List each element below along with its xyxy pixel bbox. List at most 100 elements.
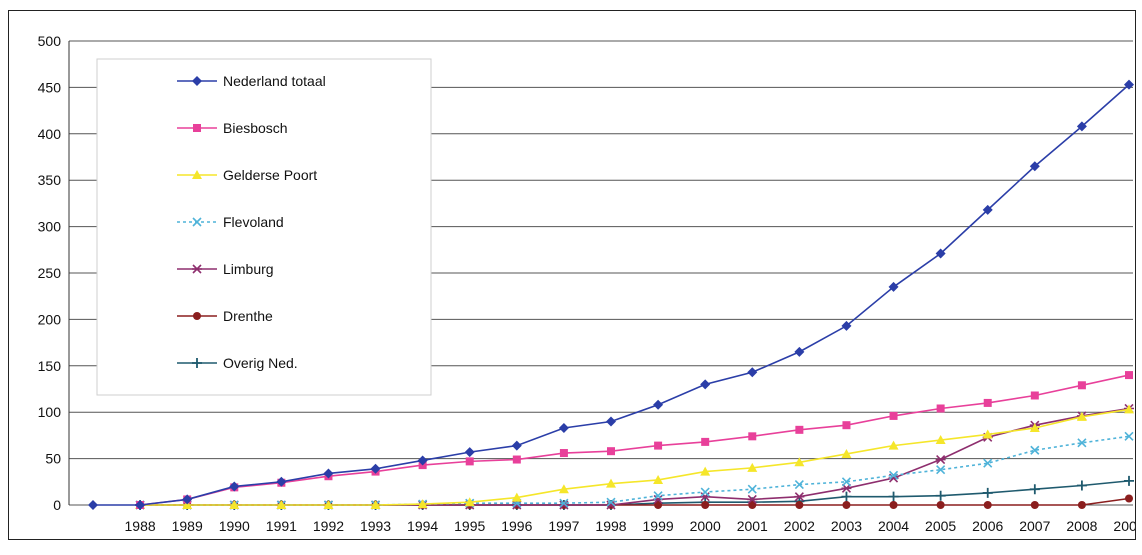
legend-item-overig-ned: Overig Ned. [177,355,298,371]
data-point [700,487,710,497]
legend-label: Gelderse Poort [223,167,317,183]
y-tick-label: 200 [38,311,62,327]
y-tick-label: 50 [45,451,61,467]
data-point [653,474,664,484]
data-point [1029,484,1040,495]
data-point [983,398,992,407]
series-line-flevoland [140,435,1130,506]
data-point [936,404,945,413]
data-point [701,501,710,509]
data-point [748,501,757,509]
data-point [888,470,899,480]
x-tick-label: 1988 [125,518,156,534]
x-tick-label: 1995 [454,518,485,534]
data-point [653,491,663,501]
x-tick-label: 1991 [266,518,297,534]
data-point [229,500,240,509]
data-point [795,501,804,509]
data-point [889,411,898,420]
series-line-overig-ned [140,480,1130,506]
legend-item-drenthe: Drenthe [177,308,273,324]
data-point [182,500,193,509]
data-point [606,416,616,427]
x-tick-label: 2008 [1066,518,1097,534]
x-axis-ticks: 1988 1989 1990 1991 1992 1993 1994 1995 1996 1997… [125,518,1135,534]
data-point [748,432,757,441]
x-tick-label: 1997 [548,518,579,534]
x-tick-label: 2005 [925,518,956,534]
x-tick-label: 2003 [831,518,862,534]
data-point [1076,411,1087,421]
data-point [701,437,710,446]
data-point [1030,501,1039,509]
x-tick-label: 1994 [407,518,438,534]
data-point [464,497,475,507]
data-point [982,204,993,215]
legend-marker [193,312,201,320]
x-tick-label: 1993 [360,518,391,534]
legend-item-limburg: Limburg [177,261,274,277]
data-point [1125,494,1133,503]
data-point [417,455,428,466]
series-line-gelderse-poort [140,408,1130,506]
data-point [276,476,287,487]
data-point [841,448,852,458]
data-point [982,487,993,498]
data-point [511,492,522,502]
data-point [1125,371,1133,380]
data-point [983,501,992,509]
data-point [558,422,569,433]
data-point [1077,501,1086,509]
data-point [794,480,804,490]
legend-label: Biesbosch [223,120,288,136]
data-point [747,484,757,494]
y-tick-label: 350 [38,172,62,188]
series-nederland-totaal [88,79,1134,510]
data-point [841,477,852,487]
series-flevoland [135,431,1134,510]
data-point [88,500,98,510]
data-point [842,421,851,430]
data-point [654,501,663,509]
data-point [747,367,758,378]
data-point [935,248,946,259]
data-point [700,466,711,476]
data-point [511,440,522,451]
x-tick-label: 1990 [219,518,250,534]
data-point [654,441,663,450]
data-point [841,320,852,331]
y-tick-label: 300 [38,219,62,235]
data-point [1030,391,1039,400]
data-point [465,457,474,466]
data-point [795,425,804,434]
data-point [1076,121,1087,132]
data-point [983,458,993,468]
x-tick-label: 1999 [643,518,674,534]
series-gelderse-poort [135,404,1134,509]
legend-marker [192,217,202,227]
data-point [607,447,615,456]
data-point [794,346,805,357]
legend-label: Drenthe [223,308,273,324]
y-tick-label: 400 [38,126,62,142]
legend-item-flevoland: Flevoland [177,214,284,230]
data-point [889,501,898,509]
data-point [276,500,287,509]
data-point [1124,475,1134,486]
data-point [1030,445,1040,455]
data-point [1124,431,1134,441]
series-line-biesbosch [139,374,1130,506]
x-tick-label: 2009 [1113,518,1135,534]
data-point [1029,161,1040,172]
x-tick-label: 1989 [172,518,203,534]
legend-marker [192,76,202,86]
data-point [370,463,381,474]
data-point [936,501,945,509]
data-point [464,447,475,458]
y-tick-label: 100 [38,404,62,420]
data-point [559,498,569,508]
legend-marker [192,264,202,274]
legend-label: Nederland totaal [223,73,326,89]
series-layer [88,79,1134,510]
